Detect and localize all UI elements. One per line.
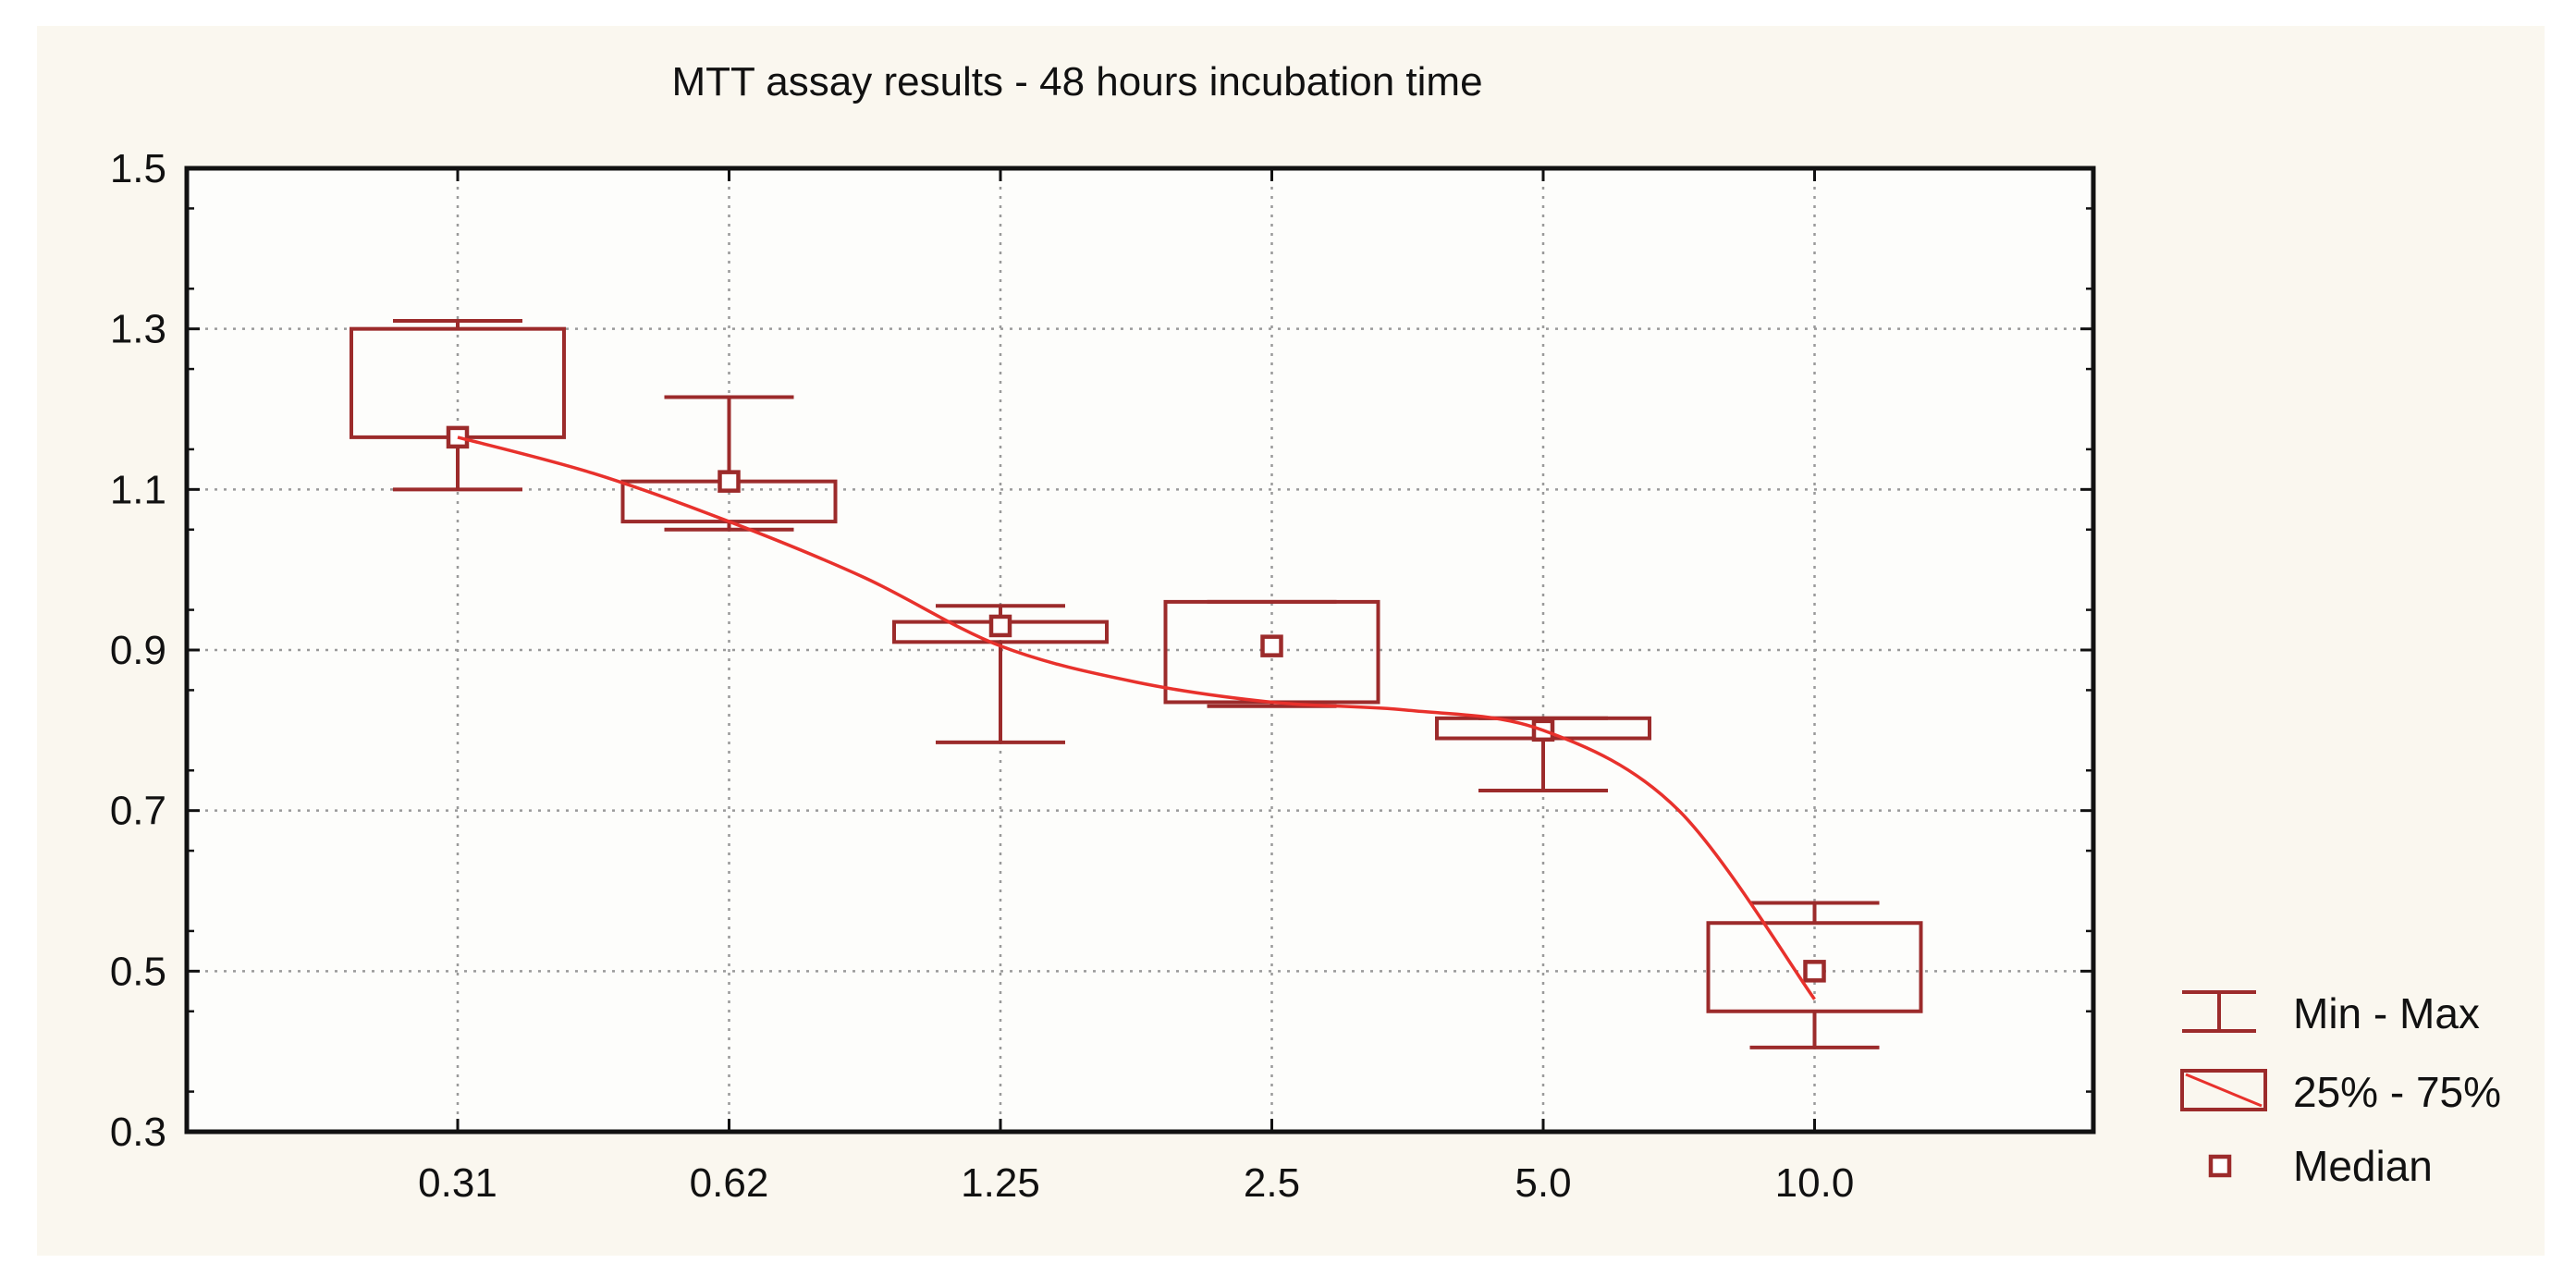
median-marker: [1260, 634, 1283, 657]
x-tick-label: 10.0: [1775, 1160, 1855, 1206]
plot-frame: [184, 166, 2096, 1135]
chart-title: MTT assay results - 48 hours incubation …: [671, 59, 1482, 104]
median-marker: [718, 470, 741, 493]
median-marker: [988, 614, 1012, 638]
legend-median-symbol: [2208, 1154, 2232, 1178]
legend-box-symbol: [2180, 1069, 2267, 1111]
y-tick-label: 0.9: [110, 628, 166, 673]
y-tick-label: 1.1: [110, 467, 166, 512]
y-tick-label: 0.7: [110, 789, 166, 834]
chart-figure: MTT assay results - 48 hours incubation …: [37, 26, 2545, 1256]
trend-line: [457, 435, 1816, 1000]
x-tick-label: 2.5: [1244, 1160, 1300, 1206]
y-tick-label: 1.5: [110, 146, 166, 191]
y-tick-label: 0.3: [110, 1110, 166, 1155]
box-10.0: [1706, 901, 1923, 1049]
legend-box-diagonal: [2185, 1073, 2263, 1108]
y-tick-label: 0.5: [110, 949, 166, 994]
y-tick-label: 1.3: [110, 307, 166, 352]
legend-label-iqr: 25% - 75%: [2293, 1068, 2501, 1116]
x-tick-label: 0.31: [418, 1160, 497, 1206]
x-tick-label: 1.25: [961, 1160, 1040, 1206]
chart-svg: MTT assay results - 48 hours incubation …: [110, 59, 2501, 1206]
median-marker: [1803, 960, 1826, 983]
iqr-box: [1706, 921, 1923, 1013]
legend-label-median: Median: [2293, 1142, 2433, 1190]
legend-label-min-max: Min - Max: [2293, 989, 2480, 1037]
x-tick-label: 5.0: [1515, 1160, 1571, 1206]
box-1.25: [892, 604, 1109, 744]
legend: Min - Max 25% - 75% Median: [2180, 989, 2501, 1190]
x-tick-label: 0.62: [690, 1160, 769, 1206]
